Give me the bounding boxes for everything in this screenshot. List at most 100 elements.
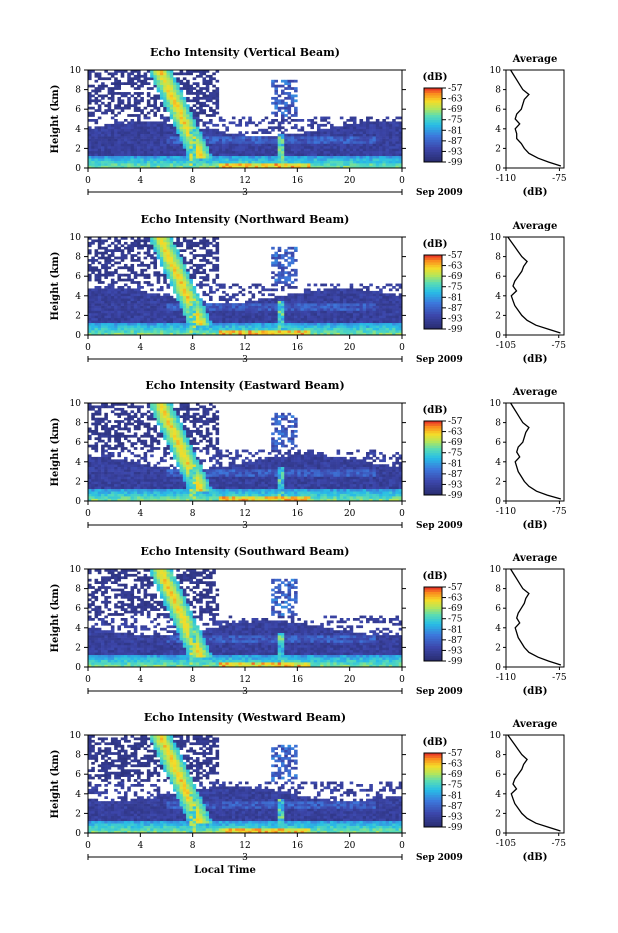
heatmap-cell: [98, 420, 102, 423]
heatmap-cell: [252, 284, 256, 287]
heatmap-cell: [176, 281, 180, 284]
heatmap-cell: [199, 311, 203, 314]
heatmap-cell: [147, 126, 151, 129]
heatmap-cell: [157, 151, 161, 154]
heatmap-cell: [340, 158, 344, 161]
heatmap-cell: [219, 161, 223, 164]
heatmap-cell: [111, 97, 115, 100]
heatmap-cell: [219, 313, 223, 316]
heatmap-cell: [173, 153, 177, 156]
heatmap-cell: [350, 301, 354, 304]
heatmap-cell: [255, 163, 259, 166]
heatmap-cell: [199, 281, 203, 284]
heatmap-cell: [167, 284, 171, 287]
heatmap-cell: [278, 247, 282, 250]
heatmap-cell: [317, 146, 321, 149]
heatmap-cell: [157, 144, 161, 147]
heatmap-cell: [124, 298, 128, 301]
heatmap-cell: [180, 271, 184, 274]
heatmap-cell: [193, 126, 197, 129]
heatmap-cell: [340, 308, 344, 311]
heatmap-cell: [353, 126, 357, 129]
heatmap-cell: [337, 131, 341, 134]
heatmap-cell: [340, 129, 344, 132]
heatmap-cell: [189, 320, 193, 323]
heatmap-cell: [346, 148, 350, 151]
heatmap-cell: [114, 144, 118, 147]
heatmap-cell: [186, 117, 190, 120]
heatmap-cell: [255, 318, 259, 321]
heatmap-cell: [337, 141, 341, 144]
heatmap-cell: [101, 95, 105, 98]
heatmap-cell: [324, 117, 328, 120]
heatmap-cell: [395, 153, 399, 156]
heatmap-cell: [153, 80, 157, 83]
heatmap-cell: [268, 126, 272, 129]
heatmap-cell: [196, 95, 200, 98]
heatmap-cell: [98, 158, 102, 161]
heatmap-cell: [196, 148, 200, 151]
heatmap-cell: [310, 291, 314, 294]
heatmap-cell: [137, 306, 141, 309]
heatmap-cell: [317, 291, 321, 294]
heatmap-cell: [379, 311, 383, 314]
heatmap-cell: [163, 274, 167, 277]
heatmap-cell: [163, 95, 167, 98]
heatmap-cell: [131, 148, 135, 151]
heatmap-cell: [157, 249, 161, 252]
heatmap-cell: [137, 131, 141, 134]
heatmap-cell: [389, 131, 393, 134]
heatmap-cell: [288, 279, 292, 282]
colorbar-tick-label: -87: [448, 304, 463, 314]
heatmap-cell: [173, 148, 177, 151]
heatmap-cell: [382, 153, 386, 156]
heatmap-cell: [170, 87, 174, 90]
colorbar-label: (dB): [423, 72, 448, 83]
heatmap-cell: [278, 144, 282, 147]
heatmap-cell: [212, 139, 216, 142]
heatmap-cell: [91, 134, 95, 137]
heatmap-cell: [176, 252, 180, 255]
heatmap-cell: [346, 144, 350, 147]
heatmap-cell: [91, 486, 95, 489]
heatmap-cell: [317, 318, 321, 321]
heatmap-cell: [88, 308, 92, 311]
heatmap-cell: [186, 284, 190, 287]
heatmap-cell: [353, 311, 357, 314]
heatmap-cell: [310, 126, 314, 129]
heatmap-cell: [193, 244, 197, 247]
heatmap-cell: [340, 313, 344, 316]
heatmap-cell: [108, 124, 112, 127]
heatmap-cell: [91, 146, 95, 149]
heatmap-cell: [147, 129, 151, 132]
heatmap-cell: [88, 428, 92, 431]
heatmap-cell: [163, 102, 167, 105]
heatmap-cell: [350, 126, 354, 129]
heatmap-cell: [314, 301, 318, 304]
heatmap-cell: [91, 306, 95, 309]
heatmap-cell: [186, 244, 190, 247]
heatmap-cell: [160, 131, 164, 134]
heatmap-cell: [183, 239, 187, 242]
heatmap-cell: [271, 129, 275, 132]
heatmap-cell: [140, 153, 144, 156]
heatmap-cell: [301, 156, 305, 159]
heatmap-cell: [137, 158, 141, 161]
heatmap-cell: [366, 146, 370, 149]
heatmap-cell: [382, 134, 386, 137]
heatmap-cell: [196, 303, 200, 306]
heatmap-cell: [140, 126, 144, 129]
heatmap-cell: [320, 330, 324, 333]
heatmap-cell: [108, 97, 112, 100]
heatmap-cell: [297, 318, 301, 321]
heatmap-cell: [153, 72, 157, 75]
heatmap-cell: [199, 259, 203, 262]
heatmap-cell: [261, 328, 265, 331]
heatmap-cell: [261, 144, 265, 147]
heatmap-cell: [288, 298, 292, 301]
heatmap-cell: [88, 161, 92, 164]
heatmap-cell: [356, 330, 360, 333]
heatmap-cell: [111, 141, 115, 144]
heatmap-cell: [271, 141, 275, 144]
heatmap-cell: [288, 274, 292, 277]
